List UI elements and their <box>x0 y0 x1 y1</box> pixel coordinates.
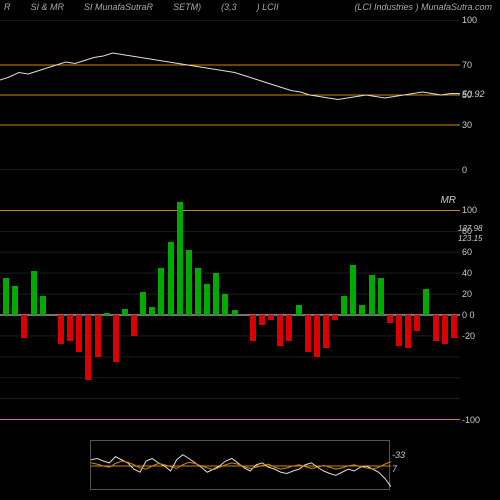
mr-bar <box>40 296 46 315</box>
bottom-line-chart <box>91 441 391 491</box>
mr-bar <box>131 315 137 336</box>
mid-tick-label: 100 <box>462 205 477 215</box>
top-axis-labels: 030507010050.92 <box>460 20 500 170</box>
mid-side-value: 123.15 <box>458 234 482 243</box>
mr-bar <box>286 315 292 341</box>
mr-bar <box>378 278 384 315</box>
hdr-2: SI & MR <box>31 2 65 12</box>
mr-bar <box>186 250 192 315</box>
mid-tick-label: 20 <box>462 289 472 299</box>
chart-header: R SI & MR SI MunafaSutraR SETM) (3,3 ) L… <box>0 0 500 14</box>
mr-bar <box>305 315 311 352</box>
mr-bar <box>350 265 356 315</box>
bottom-end-label: 7 <box>392 464 397 474</box>
mr-bar <box>232 310 238 315</box>
mr-bar <box>387 315 393 323</box>
mr-bar <box>323 315 329 348</box>
mr-bar <box>314 315 320 357</box>
bottom-end-label: -33 <box>392 450 405 460</box>
bottom-mini-panel <box>90 440 390 490</box>
mr-bar <box>21 315 27 338</box>
hdr-5: (3,3 <box>221 2 237 12</box>
mr-bar <box>158 268 164 315</box>
mr-bar <box>12 286 18 315</box>
mr-bar <box>58 315 64 344</box>
mr-bar <box>259 315 265 325</box>
mr-bar <box>113 315 119 362</box>
mr-bar <box>95 315 101 357</box>
mr-bar <box>405 315 411 348</box>
mid-tick-label: -100 <box>462 415 480 425</box>
mr-bar <box>67 315 73 341</box>
mr-bar <box>149 307 155 315</box>
top-tick-label: 30 <box>462 120 472 130</box>
top-tick-label: 0 <box>462 165 467 175</box>
mr-bar <box>85 315 91 380</box>
top-end-value: 50.92 <box>462 89 485 99</box>
mid-tick-label: 0 0 <box>462 310 475 320</box>
mr-bar <box>222 294 228 315</box>
hdr-1: R <box>4 2 11 12</box>
mr-bar <box>177 202 183 315</box>
mid-side-value: 127.98 <box>458 224 482 233</box>
mr-bar <box>168 242 174 315</box>
mr-bar <box>268 315 274 320</box>
hdr-3: SI MunafaSutraR <box>84 2 153 12</box>
mr-bar <box>204 284 210 315</box>
mid-axis-labels: 806040200 0-20100-100127.98123.15 <box>460 200 500 430</box>
mr-bar <box>442 315 448 344</box>
mr-bar <box>414 315 420 331</box>
hdr-right: (LCI Industries ) MunafaSutra.com <box>354 2 492 12</box>
mr-bar <box>31 271 37 315</box>
top-oscillator-panel <box>0 20 460 170</box>
mr-bar <box>332 315 338 320</box>
hdr-4: SETM) <box>173 2 201 12</box>
mr-bar <box>341 296 347 315</box>
mid-tick-label: 40 <box>462 268 472 278</box>
mr-bar <box>369 275 375 315</box>
mid-bar-panel <box>0 200 460 430</box>
mid-tick-label: -20 <box>462 331 475 341</box>
mr-bar <box>195 268 201 315</box>
mr-bar <box>423 289 429 315</box>
mr-bar <box>213 273 219 315</box>
mr-bar <box>3 278 9 315</box>
mr-bar <box>359 305 365 315</box>
mr-bar <box>140 292 146 315</box>
mid-tick-label: 60 <box>462 247 472 257</box>
mr-bar <box>296 305 302 315</box>
mr-bar <box>277 315 283 346</box>
mr-bar <box>104 313 110 315</box>
mr-bar <box>451 315 457 338</box>
top-tick-label: 100 <box>462 15 477 25</box>
mr-bar <box>433 315 439 341</box>
mr-bar <box>250 315 256 341</box>
mr-bar <box>76 315 82 352</box>
mr-bar <box>396 315 402 346</box>
top-line-chart <box>0 20 460 170</box>
top-tick-label: 70 <box>462 60 472 70</box>
mr-bar <box>122 309 128 315</box>
hdr-6: ) LCII <box>257 2 279 12</box>
